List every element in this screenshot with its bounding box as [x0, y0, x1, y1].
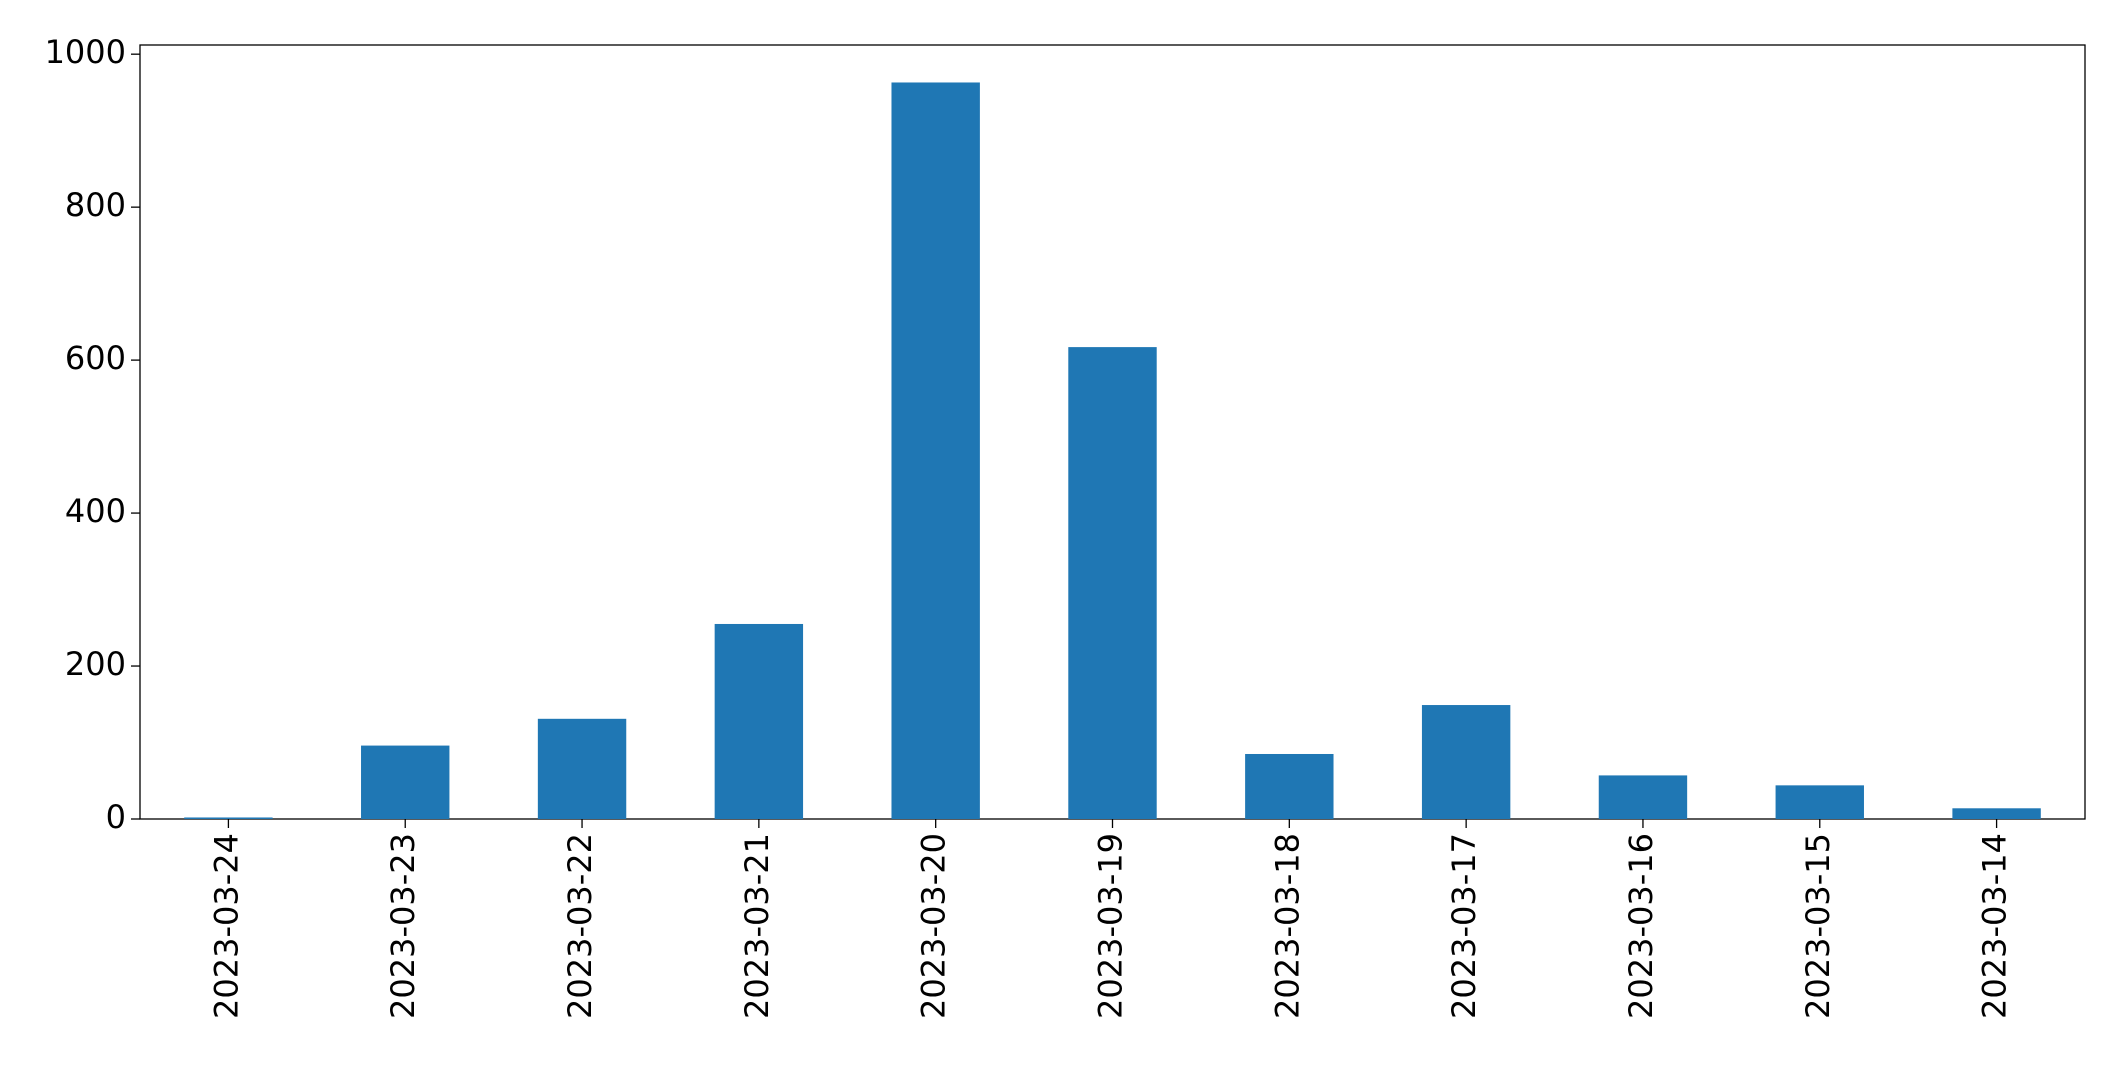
bar	[1421, 705, 1511, 819]
y-tick-label: 400	[65, 492, 126, 530]
x-tick-label: 2023-03-22	[561, 833, 599, 1019]
y-tick-label: 200	[65, 645, 126, 683]
bar	[361, 745, 450, 819]
bar	[537, 718, 627, 819]
x-tick-label: 2023-03-19	[1092, 833, 1130, 1019]
bar	[1952, 808, 2041, 819]
x-tick-label: 2023-03-21	[738, 833, 776, 1019]
x-tick-label: 2023-03-14	[1976, 833, 2014, 1019]
bar	[1068, 347, 1157, 819]
y-tick-label: 1000	[45, 33, 126, 71]
bar	[184, 817, 273, 819]
bar	[714, 623, 804, 819]
x-tick-label: 2023-03-23	[384, 833, 422, 1019]
y-tick-label: 0	[106, 798, 126, 836]
bar	[1775, 785, 1864, 819]
bar	[1245, 753, 1334, 819]
x-tick-label: 2023-03-18	[1268, 833, 1306, 1019]
x-tick-label: 2023-03-20	[915, 833, 953, 1019]
y-tick-label: 800	[65, 186, 126, 224]
x-tick-label: 2023-03-16	[1622, 833, 1660, 1019]
x-tick-label: 2023-03-15	[1799, 833, 1837, 1019]
x-tick-label: 2023-03-24	[207, 833, 245, 1019]
bar	[891, 82, 980, 819]
y-tick-label: 600	[65, 339, 126, 377]
x-tick-label: 2023-03-17	[1445, 833, 1483, 1019]
bar	[1598, 775, 1688, 819]
